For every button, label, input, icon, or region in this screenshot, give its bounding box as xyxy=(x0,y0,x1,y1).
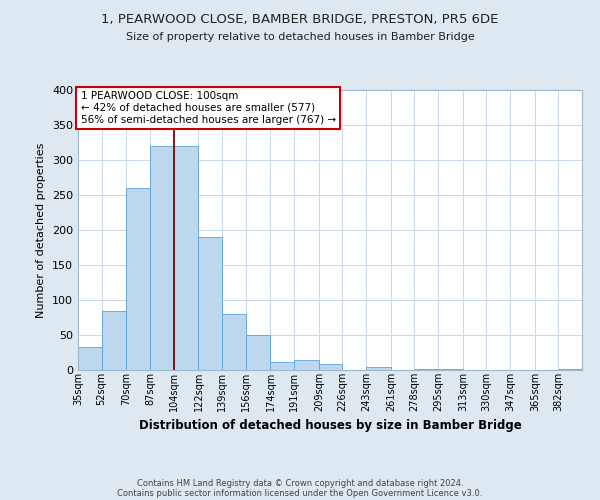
Bar xyxy=(366,367,391,370)
Bar xyxy=(101,310,127,370)
Bar xyxy=(319,364,343,370)
Bar xyxy=(222,314,245,370)
Text: 1 PEARWOOD CLOSE: 100sqm
← 42% of detached houses are smaller (577)
56% of semi-: 1 PEARWOOD CLOSE: 100sqm ← 42% of detach… xyxy=(80,92,335,124)
X-axis label: Distribution of detached houses by size in Bamber Bridge: Distribution of detached houses by size … xyxy=(139,419,521,432)
Bar xyxy=(199,237,222,370)
Bar xyxy=(559,368,582,370)
Bar xyxy=(150,146,173,370)
Text: Contains HM Land Registry data © Crown copyright and database right 2024.: Contains HM Land Registry data © Crown c… xyxy=(137,478,463,488)
Bar xyxy=(271,362,294,370)
Bar xyxy=(245,335,271,370)
Bar xyxy=(78,347,101,370)
Bar xyxy=(415,368,438,370)
Bar xyxy=(127,188,150,370)
Bar xyxy=(294,360,319,370)
Bar xyxy=(173,146,199,370)
Text: Contains public sector information licensed under the Open Government Licence v3: Contains public sector information licen… xyxy=(118,488,482,498)
Text: Size of property relative to detached houses in Bamber Bridge: Size of property relative to detached ho… xyxy=(125,32,475,42)
Text: 1, PEARWOOD CLOSE, BAMBER BRIDGE, PRESTON, PR5 6DE: 1, PEARWOOD CLOSE, BAMBER BRIDGE, PRESTO… xyxy=(101,12,499,26)
Y-axis label: Number of detached properties: Number of detached properties xyxy=(37,142,46,318)
